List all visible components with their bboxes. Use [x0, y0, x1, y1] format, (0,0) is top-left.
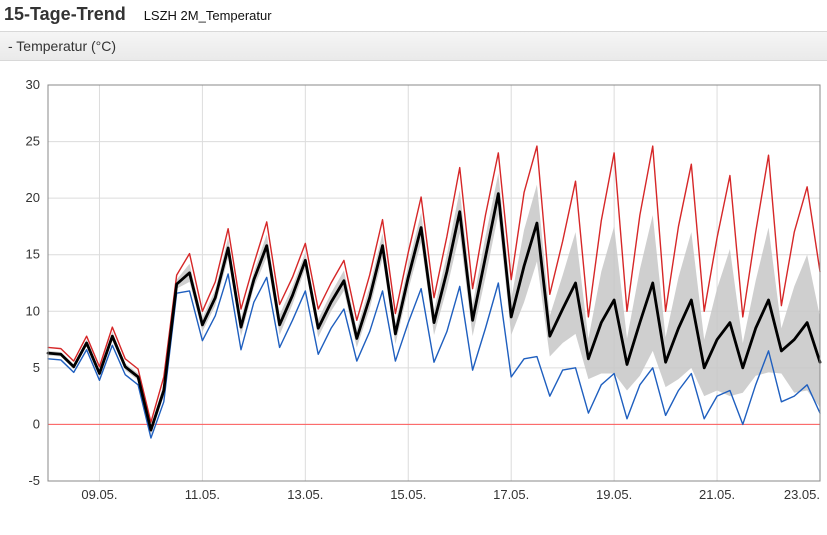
page-title: 15-Tage-Trend: [4, 4, 126, 25]
svg-text:23.05.: 23.05.: [784, 487, 820, 502]
temperature-chart: -5 0 5 10 15 20 25 30 09.05. 11.05. 13.05. 15.05. 17…: [0, 61, 827, 519]
svg-text:19.05.: 19.05.: [596, 487, 632, 502]
svg-text:20: 20: [26, 190, 40, 205]
chart-svg: -5 0 5 10 15 20 25 30 09.05. 11.05. 13.05. 15.05. 17…: [0, 61, 827, 519]
svg-text:0: 0: [33, 416, 40, 431]
svg-text:15.05.: 15.05.: [390, 487, 426, 502]
svg-text:25: 25: [26, 134, 40, 149]
svg-text:5: 5: [33, 360, 40, 375]
svg-text:10: 10: [26, 303, 40, 318]
svg-text:17.05.: 17.05.: [493, 487, 529, 502]
series-label: - Temperatur (°C): [8, 38, 116, 54]
svg-text:13.05.: 13.05.: [287, 487, 323, 502]
page-subtitle: LSZH 2M_Temperatur: [144, 8, 272, 23]
svg-text:30: 30: [26, 77, 40, 92]
svg-text:11.05.: 11.05.: [185, 487, 220, 502]
svg-text:15: 15: [26, 247, 40, 262]
series-label-bar: - Temperatur (°C): [0, 31, 827, 61]
svg-text:-5: -5: [28, 473, 40, 488]
svg-text:09.05.: 09.05.: [81, 487, 117, 502]
header: 15-Tage-Trend LSZH 2M_Temperatur: [0, 0, 827, 31]
chart-container: 15-Tage-Trend LSZH 2M_Temperatur - Tempe…: [0, 0, 827, 535]
svg-text:21.05.: 21.05.: [699, 487, 735, 502]
